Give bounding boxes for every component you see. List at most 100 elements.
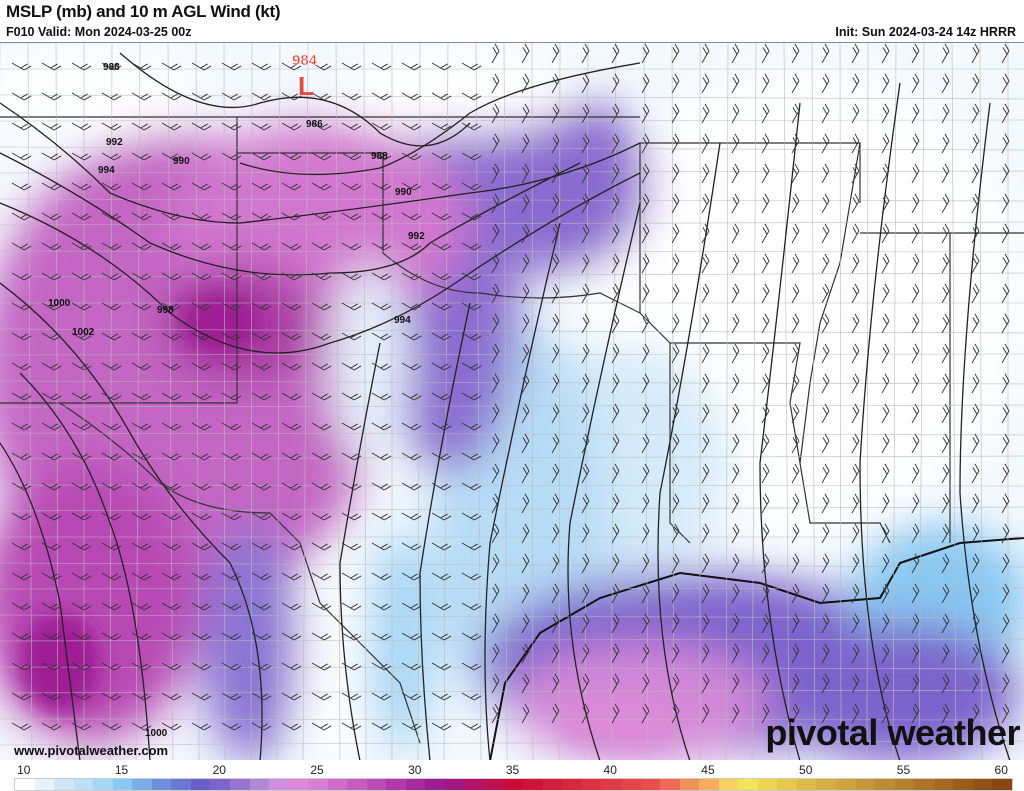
wind-barb: [791, 553, 800, 574]
wind-barb: [791, 283, 800, 304]
wind-barb: [221, 392, 242, 401]
colorbar-swatch: [484, 779, 504, 790]
wind-barb: [11, 62, 32, 71]
wind-barb: [581, 163, 590, 184]
wind-barb: [401, 362, 422, 371]
wind-barb: [41, 302, 62, 311]
wind-barb: [971, 103, 980, 124]
wind-barb: [11, 722, 32, 731]
wind-barb: [521, 553, 530, 574]
website-link[interactable]: www.pivotalweather.com: [14, 743, 169, 758]
wind-barb: [371, 332, 392, 341]
wind-barb: [191, 122, 212, 131]
wind-barb: [791, 373, 800, 394]
isobars: [0, 52, 1011, 761]
wind-barb: [41, 272, 62, 281]
wind-barb: [251, 722, 272, 731]
wind-barb: [521, 163, 530, 184]
wind-barb: [11, 212, 32, 221]
wind-barb: [881, 433, 890, 454]
wind-barb: [281, 212, 302, 221]
wind-barb: [761, 103, 770, 124]
wind-barb: [791, 463, 800, 484]
wind-barb: [791, 613, 800, 634]
wind-barb: [611, 523, 620, 544]
wind-barb: [701, 283, 710, 304]
wind-barb: [971, 433, 980, 454]
wind-barb: [431, 242, 452, 251]
wind-barb: [551, 193, 560, 214]
wind-barb: [971, 673, 980, 694]
wind-barb: [581, 193, 590, 214]
wind-barb: [521, 583, 530, 604]
wind-barb: [911, 163, 920, 184]
wind-barb: [371, 482, 392, 491]
wind-barb: [101, 452, 122, 461]
wind-barb: [821, 463, 830, 484]
wind-barb: [551, 73, 560, 94]
weather-map[interactable]: 988 986 988 990 990 992 992 994 994 998 …: [0, 42, 1024, 761]
wind-barb: [941, 673, 950, 694]
wind-barb: [131, 302, 152, 311]
colorbar-swatch: [718, 779, 739, 790]
wind-barb: [731, 463, 740, 484]
wind-barb: [221, 542, 242, 551]
wind-barb: [1001, 403, 1010, 424]
wind-barb: [101, 362, 122, 371]
wind-barb: [971, 493, 980, 514]
wind-barb: [881, 403, 890, 424]
wind-barb: [281, 122, 302, 131]
wind-barb: [731, 283, 740, 304]
wind-barb: [71, 122, 92, 131]
wind-barb: [431, 62, 452, 71]
low-pressure-center[interactable]: 984 L: [292, 52, 318, 101]
wind-barb: [881, 163, 890, 184]
wind-barb: [161, 242, 182, 251]
wind-barb: [371, 452, 392, 461]
wind-barb: [761, 673, 770, 694]
wind-barb: [191, 152, 212, 161]
wind-barb: [41, 602, 62, 611]
colorbar-swatch: [171, 779, 191, 790]
wind-barb: [911, 193, 920, 214]
wind-barb: [881, 193, 890, 214]
isobar-label: 986: [306, 119, 323, 130]
wind-barb: [671, 103, 680, 124]
wind-barb: [881, 703, 890, 724]
isobar-label: 992: [408, 231, 425, 242]
wind-barb: [641, 253, 650, 274]
wind-barb: [431, 662, 452, 671]
wind-barb: [761, 283, 770, 304]
colorbar-swatch: [269, 779, 289, 790]
wind-barb: [881, 613, 890, 634]
wind-barb: [101, 272, 122, 281]
wind-barb: [851, 103, 860, 124]
wind-barb: [251, 182, 272, 191]
wind-barb: [131, 602, 152, 611]
wind-barb: [401, 542, 422, 551]
isobar-label: 998: [157, 305, 174, 316]
wind-barb: [251, 62, 272, 71]
wind-barb: [731, 403, 740, 424]
wind-barb: [971, 613, 980, 634]
wind-barb: [671, 403, 680, 424]
wind-barb: [341, 212, 362, 221]
wind-barb: [11, 392, 32, 401]
wind-barb: [101, 122, 122, 131]
wind-barb: [131, 122, 152, 131]
wind-barb: [491, 493, 500, 514]
wind-barb: [791, 103, 800, 124]
wind-barb: [881, 133, 890, 154]
wind-barb: [431, 392, 452, 401]
wind-barb: [581, 133, 590, 154]
wind-barb: [281, 722, 302, 731]
wind-barb: [521, 223, 530, 244]
wind-barb: [551, 313, 560, 334]
wind-barb: [221, 242, 242, 251]
wind-barb: [671, 463, 680, 484]
wind-barb: [761, 463, 770, 484]
colorbar-swatch: [894, 779, 915, 790]
wind-barb: [581, 523, 590, 544]
colorbar-swatch: [327, 779, 348, 790]
wind-barb: [521, 493, 530, 514]
